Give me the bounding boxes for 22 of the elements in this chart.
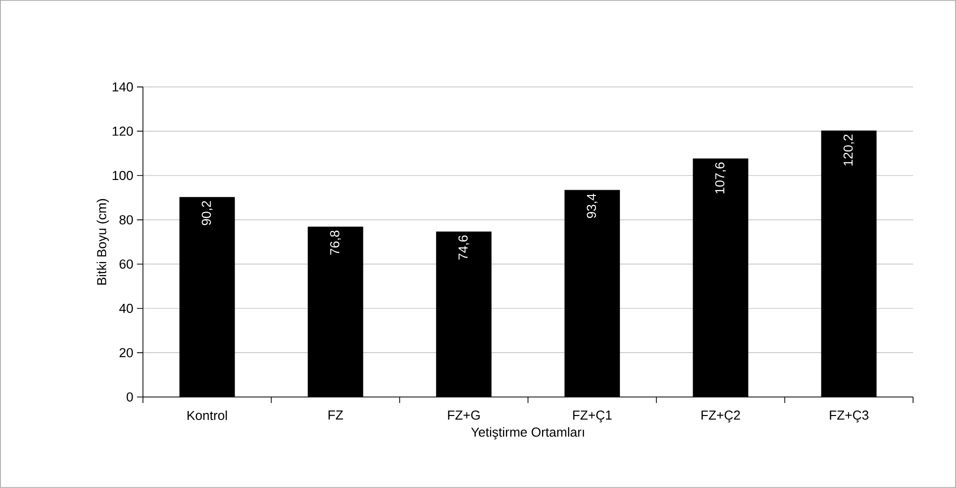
y-tick-label: 20 xyxy=(120,348,133,358)
y-axis-title: Bitki Boyu (cm) xyxy=(96,199,109,285)
data-label: 107,6 xyxy=(715,162,726,194)
data-label: 93,4 xyxy=(586,194,598,218)
y-tick-label: 140 xyxy=(112,82,133,92)
x-tick-label: FZ+Ç3 xyxy=(830,410,868,422)
x-axis-title: Yetiştirme Ortamları xyxy=(471,427,584,440)
y-tick-label: 0 xyxy=(126,392,133,402)
data-label: 76,8 xyxy=(330,230,341,255)
y-tick-label: 100 xyxy=(112,170,133,180)
y-tick-label: 40 xyxy=(119,304,133,314)
data-label: 74,6 xyxy=(458,236,470,260)
x-tick-label: FZ+Ç1 xyxy=(573,410,612,422)
x-tick-label: FZ xyxy=(328,410,344,420)
x-tick-label: Kontrol xyxy=(188,410,227,420)
y-tick-label: 80 xyxy=(120,215,133,224)
y-tick-label: 60 xyxy=(120,260,133,269)
x-tick-label: FZ+Ç2 xyxy=(702,410,740,422)
data-label: 90,2 xyxy=(202,201,212,226)
y-tick-label: 120 xyxy=(112,126,133,136)
data-label: 120,2 xyxy=(844,134,854,166)
x-tick-label: FZ+G xyxy=(448,410,480,420)
